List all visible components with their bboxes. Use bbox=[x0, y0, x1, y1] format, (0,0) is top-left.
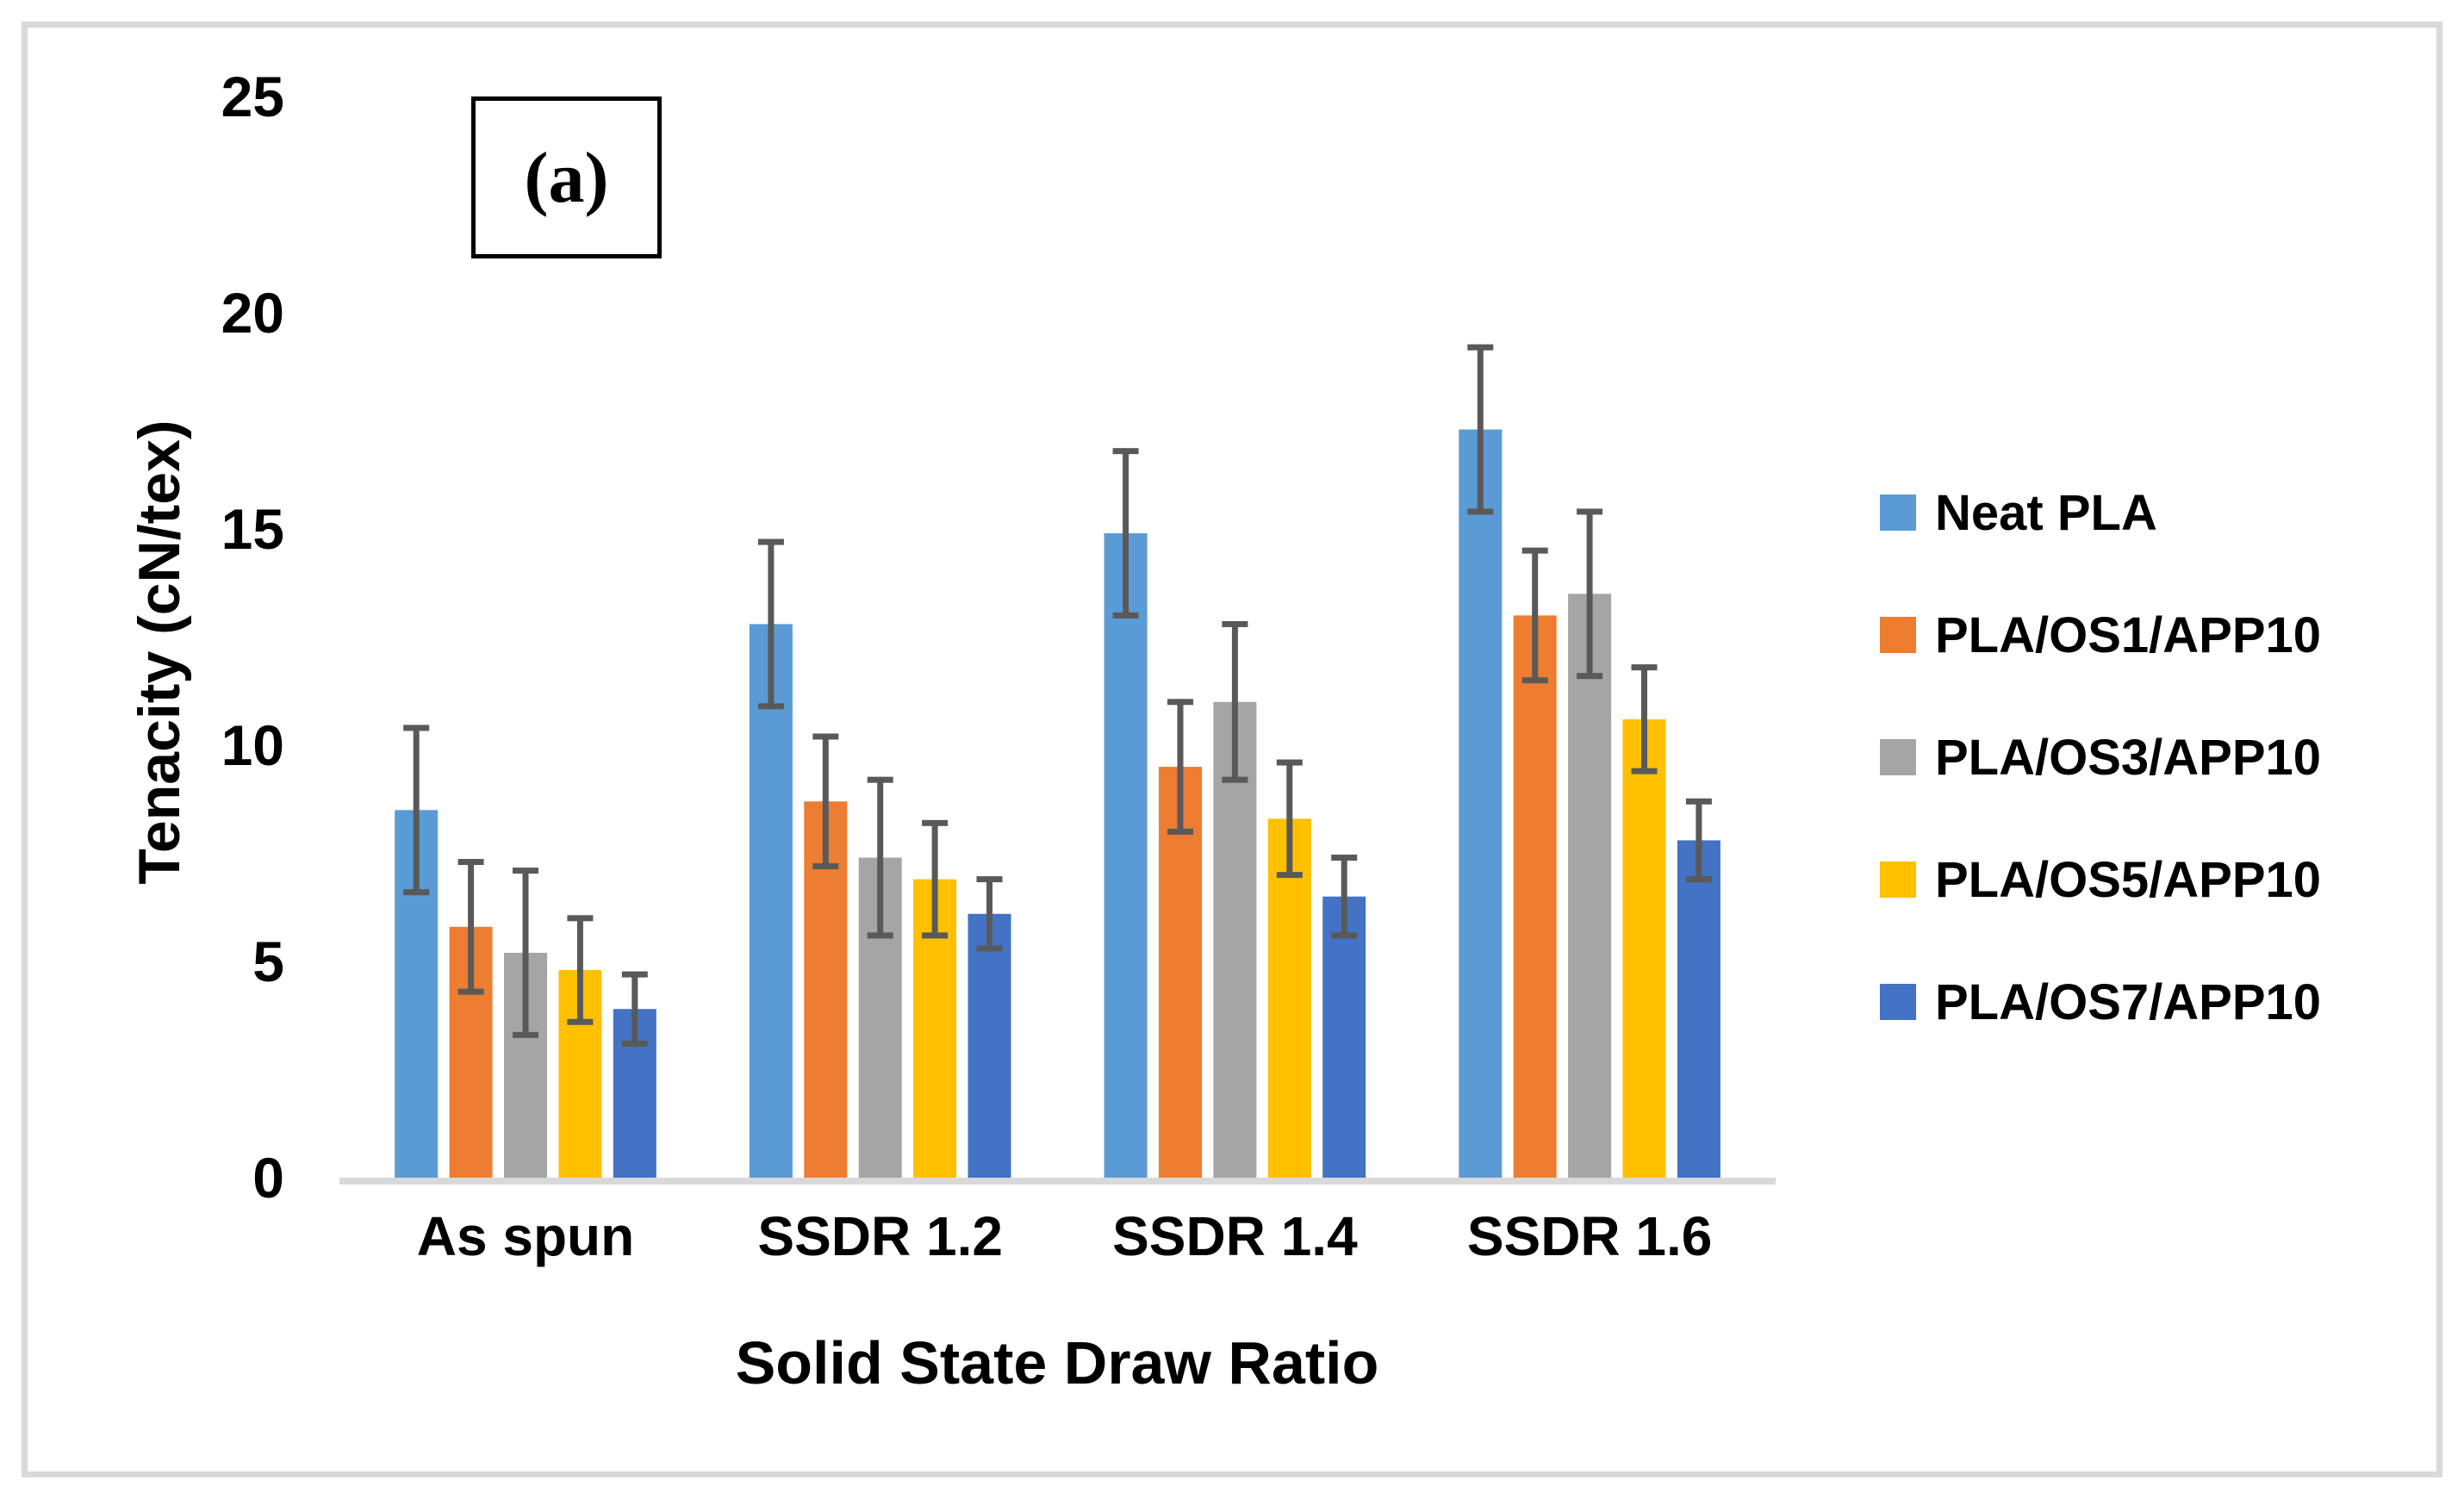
y-tick-label: 15 bbox=[221, 497, 284, 561]
bar bbox=[1267, 818, 1311, 1178]
error-bar bbox=[1112, 448, 1139, 619]
x-category-label: SSDR 1.4 bbox=[1112, 1205, 1358, 1267]
error-bar bbox=[457, 859, 484, 995]
bar bbox=[1677, 840, 1720, 1178]
legend-item: Neat PLA bbox=[1880, 484, 2157, 541]
y-axis-title: Tenacity (cN/tex) bbox=[127, 420, 192, 885]
bar bbox=[1568, 594, 1612, 1178]
legend-swatch bbox=[1880, 984, 1916, 1020]
error-bar bbox=[1467, 344, 1494, 515]
panel-annotation-label: (a) bbox=[524, 137, 609, 218]
legend-item: PLA/OS7/APP10 bbox=[1880, 973, 2322, 1030]
bar bbox=[968, 913, 1011, 1178]
y-tick-label: 20 bbox=[221, 281, 284, 345]
legend-item: PLA/OS1/APP10 bbox=[1880, 606, 2322, 663]
error-bar bbox=[1631, 664, 1658, 774]
bar bbox=[1159, 767, 1202, 1178]
error-bar bbox=[1222, 620, 1248, 783]
legend-label: PLA/OS5/APP10 bbox=[1935, 851, 2322, 908]
bar bbox=[1104, 533, 1148, 1178]
panel-annotation-box: (a) bbox=[471, 96, 662, 258]
error-bar bbox=[757, 538, 784, 710]
bar bbox=[749, 624, 793, 1178]
error-bar bbox=[1577, 508, 1603, 680]
error-bar bbox=[1521, 547, 1548, 684]
error-bar bbox=[567, 915, 594, 1025]
legend-label: PLA/OS7/APP10 bbox=[1935, 973, 2322, 1030]
y-tick-label: 10 bbox=[221, 713, 284, 777]
error-bar bbox=[1685, 798, 1712, 883]
error-bar bbox=[513, 868, 538, 1038]
bar bbox=[1622, 718, 1666, 1178]
legend-label: PLA/OS3/APP10 bbox=[1935, 729, 2322, 786]
y-tick-label: 0 bbox=[252, 1146, 284, 1210]
error-bar bbox=[1331, 855, 1358, 939]
error-bar bbox=[976, 876, 1003, 952]
legend-item: PLA/OS5/APP10 bbox=[1880, 851, 2322, 908]
y-tick-label: 5 bbox=[252, 930, 284, 993]
legend-swatch bbox=[1880, 617, 1916, 653]
x-category-label: SSDR 1.6 bbox=[1466, 1205, 1713, 1267]
bar bbox=[1513, 615, 1557, 1178]
legend-label: PLA/OS1/APP10 bbox=[1935, 606, 2322, 663]
x-category-label: As spun bbox=[416, 1205, 635, 1267]
legend-swatch bbox=[1880, 494, 1916, 531]
y-tick-label: 25 bbox=[221, 65, 284, 128]
legend-label: Neat PLA bbox=[1935, 484, 2157, 541]
bar bbox=[1322, 896, 1366, 1178]
x-axis-title: Solid State Draw Ratio bbox=[735, 1329, 1379, 1396]
x-axis-line bbox=[339, 1178, 1776, 1185]
legend-swatch bbox=[1880, 861, 1916, 898]
bar bbox=[1459, 429, 1503, 1178]
error-bar bbox=[1276, 759, 1303, 879]
legend-swatch bbox=[1880, 739, 1916, 775]
legend-item: PLA/OS3/APP10 bbox=[1880, 729, 2322, 786]
x-category-label: SSDR 1.2 bbox=[757, 1205, 1003, 1267]
error-bar bbox=[403, 725, 430, 896]
error-bar bbox=[867, 776, 893, 939]
error-bar bbox=[922, 819, 949, 939]
error-bar bbox=[812, 733, 839, 870]
error-bar bbox=[1167, 699, 1193, 835]
error-bar bbox=[621, 971, 648, 1047]
